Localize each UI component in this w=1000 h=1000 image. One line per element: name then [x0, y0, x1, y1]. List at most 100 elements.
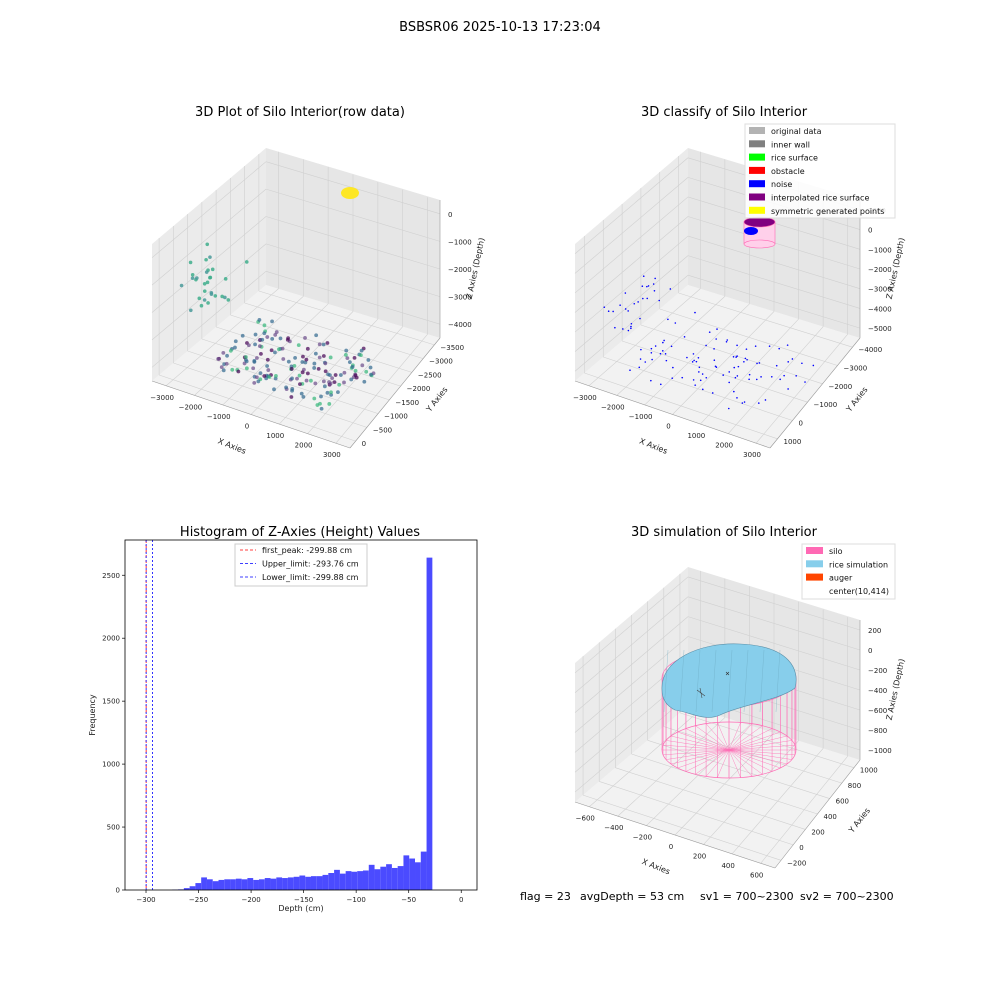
histogram-bar [362, 870, 369, 890]
legend-label: noise [771, 180, 792, 189]
raw-point [262, 323, 267, 328]
silo-floor-wire [728, 723, 753, 751]
raw-point [278, 336, 283, 341]
x-tick-label: −3000 [150, 394, 174, 402]
raw-point [360, 363, 365, 368]
noise-point [741, 402, 744, 404]
noise-point [758, 362, 761, 364]
noise-point [725, 340, 728, 343]
silo-floor-wire [728, 749, 773, 772]
silo-floor-wire [705, 723, 730, 751]
raw-point [312, 361, 317, 366]
noise-point [671, 377, 674, 379]
figure-title: BSBSR06 2025-10-13 17:23:04 [399, 20, 601, 35]
silo-floor-wire [728, 749, 788, 765]
raw-point [219, 365, 224, 370]
raw-point [208, 275, 213, 280]
raw-point [228, 348, 233, 353]
x-tick-label: −50 [401, 896, 416, 904]
raw-point [321, 354, 326, 358]
floor-pane [575, 706, 860, 868]
noise-point [662, 341, 664, 344]
raw-point [179, 283, 184, 288]
raw-point [304, 357, 309, 362]
raw-point [321, 342, 326, 347]
histogram-bar [230, 879, 236, 890]
raw-point [190, 276, 195, 280]
raw-point [188, 260, 193, 265]
noise-point [732, 355, 735, 358]
raw-point [304, 378, 309, 383]
raw-point [345, 356, 350, 361]
raw-point [202, 289, 207, 293]
noise-point [630, 325, 632, 328]
footer-avg-depth: avgDepth = 53 cm [580, 890, 684, 903]
z-gridline [574, 177, 689, 274]
raw-point [368, 365, 373, 370]
simulation-3d-plot: −600−400−2000200400600−20002004006008001… [574, 543, 906, 879]
noise-point [693, 359, 695, 362]
raw-point [297, 373, 302, 378]
y-gridline [621, 340, 808, 403]
noise-point [691, 361, 694, 363]
raw-point [223, 295, 227, 300]
x-tick-label: −2000 [179, 403, 203, 411]
histogram-bar [409, 858, 416, 890]
raw-point [352, 355, 357, 360]
raw-point [300, 360, 305, 364]
raw-point [358, 353, 363, 358]
z-tick-label: −200 [868, 667, 887, 675]
x-axis-line [151, 380, 351, 449]
x-tick-label: −150 [294, 896, 313, 904]
raw-point [337, 382, 342, 387]
raw-point [204, 270, 209, 274]
noise-point [804, 381, 806, 383]
z-tick-label: −600 [868, 707, 887, 715]
silo-floor-wire [728, 740, 792, 751]
x-axis-line [574, 380, 771, 449]
raw-point [255, 356, 259, 360]
z-tick-label: −400 [868, 687, 887, 695]
histogram-bar [276, 877, 283, 890]
noise-point [646, 297, 649, 300]
raw-point [338, 373, 343, 377]
z-gridline [151, 188, 267, 286]
histogram-bar [195, 883, 202, 890]
legend: first_peak: -299.88 cm Upper_limit: -293.… [234, 543, 368, 587]
rice-mesh-line [743, 649, 749, 713]
y-gridline [173, 362, 367, 428]
silo-floor-wire [728, 749, 763, 775]
y-tick-label: −3000 [429, 358, 453, 366]
noise-point [642, 275, 645, 278]
silo-floor-wire [695, 749, 730, 775]
raw-point [262, 374, 267, 378]
rice-simulation-surface [661, 643, 797, 718]
raw-point [253, 332, 258, 337]
noise-cluster [744, 227, 758, 235]
histogram-bar [351, 871, 358, 890]
x-tick-label: −400 [604, 824, 623, 832]
raw-point [202, 298, 207, 302]
raw-point [332, 380, 337, 385]
y-gridline [659, 308, 838, 366]
silo-cylinder-bottom [743, 239, 776, 249]
noise-point [770, 376, 773, 378]
x-gridline [644, 303, 750, 406]
histogram-bar [206, 879, 213, 890]
noise-point [775, 364, 778, 367]
x-gridline [727, 326, 824, 434]
histogram-bar [357, 871, 363, 890]
silo-floor-wire [728, 725, 763, 751]
raw-point [326, 372, 330, 377]
x-tick-label: −1000 [207, 413, 231, 421]
silo-floor-wire [685, 749, 730, 772]
x-tick-label: 200 [693, 852, 706, 860]
x-gridline [588, 288, 701, 387]
raw-point [270, 336, 275, 341]
raw-point [305, 346, 310, 351]
noise-point [644, 361, 647, 363]
noise-point [654, 345, 657, 347]
raw-point [223, 277, 228, 281]
noise-point [633, 302, 636, 305]
silo-floor-wire [728, 749, 792, 760]
